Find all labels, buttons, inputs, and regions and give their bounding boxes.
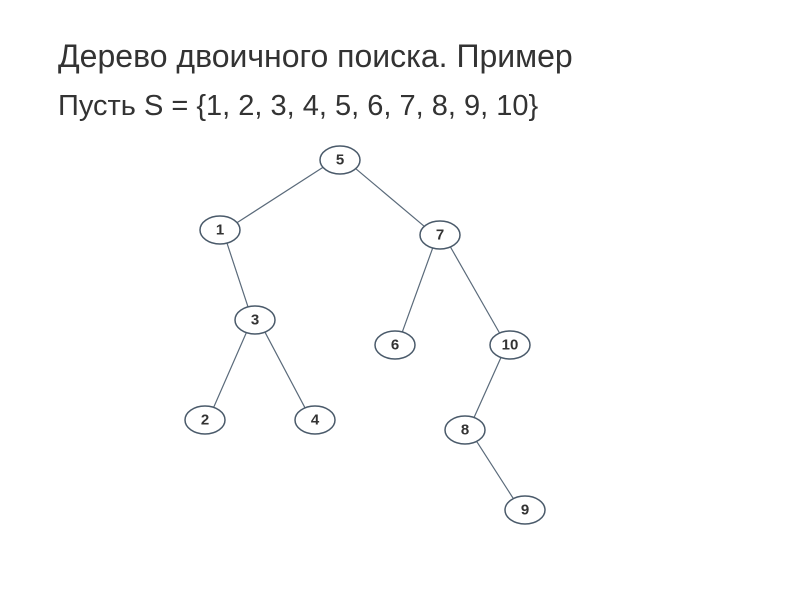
binary-search-tree: 5 1 7 3 6 10 2 4 8 9	[0, 0, 800, 600]
tree-node: 9	[505, 496, 545, 524]
tree-node: 3	[235, 306, 275, 334]
tree-node: 8	[445, 416, 485, 444]
tree-node: 7	[420, 221, 460, 249]
tree-edge	[473, 356, 501, 419]
tree-edge	[227, 242, 249, 309]
tree-node-label: 6	[391, 337, 399, 354]
tree-node: 1	[200, 216, 240, 244]
tree-node-label: 3	[251, 312, 259, 329]
tree-node-label: 7	[436, 227, 444, 244]
tree-node: 10	[490, 331, 530, 359]
tree-edge	[236, 166, 325, 223]
tree-edge	[450, 246, 501, 335]
tree-edge	[213, 331, 247, 408]
tree-node: 2	[185, 406, 225, 434]
tree-node-label: 9	[521, 502, 529, 519]
tree-node-label: 2	[201, 412, 209, 429]
tree-node: 5	[320, 146, 360, 174]
tree-edge	[264, 331, 305, 409]
tree-edge	[354, 168, 425, 228]
tree-edge	[476, 440, 514, 500]
tree-node-label: 10	[502, 337, 519, 354]
tree-node: 4	[295, 406, 335, 434]
tree-node-label: 8	[461, 422, 469, 439]
tree-node-label: 4	[311, 412, 320, 429]
tree-edge	[402, 247, 433, 334]
tree-node-label: 5	[336, 152, 344, 169]
tree-node: 6	[375, 331, 415, 359]
tree-node-label: 1	[216, 222, 224, 239]
